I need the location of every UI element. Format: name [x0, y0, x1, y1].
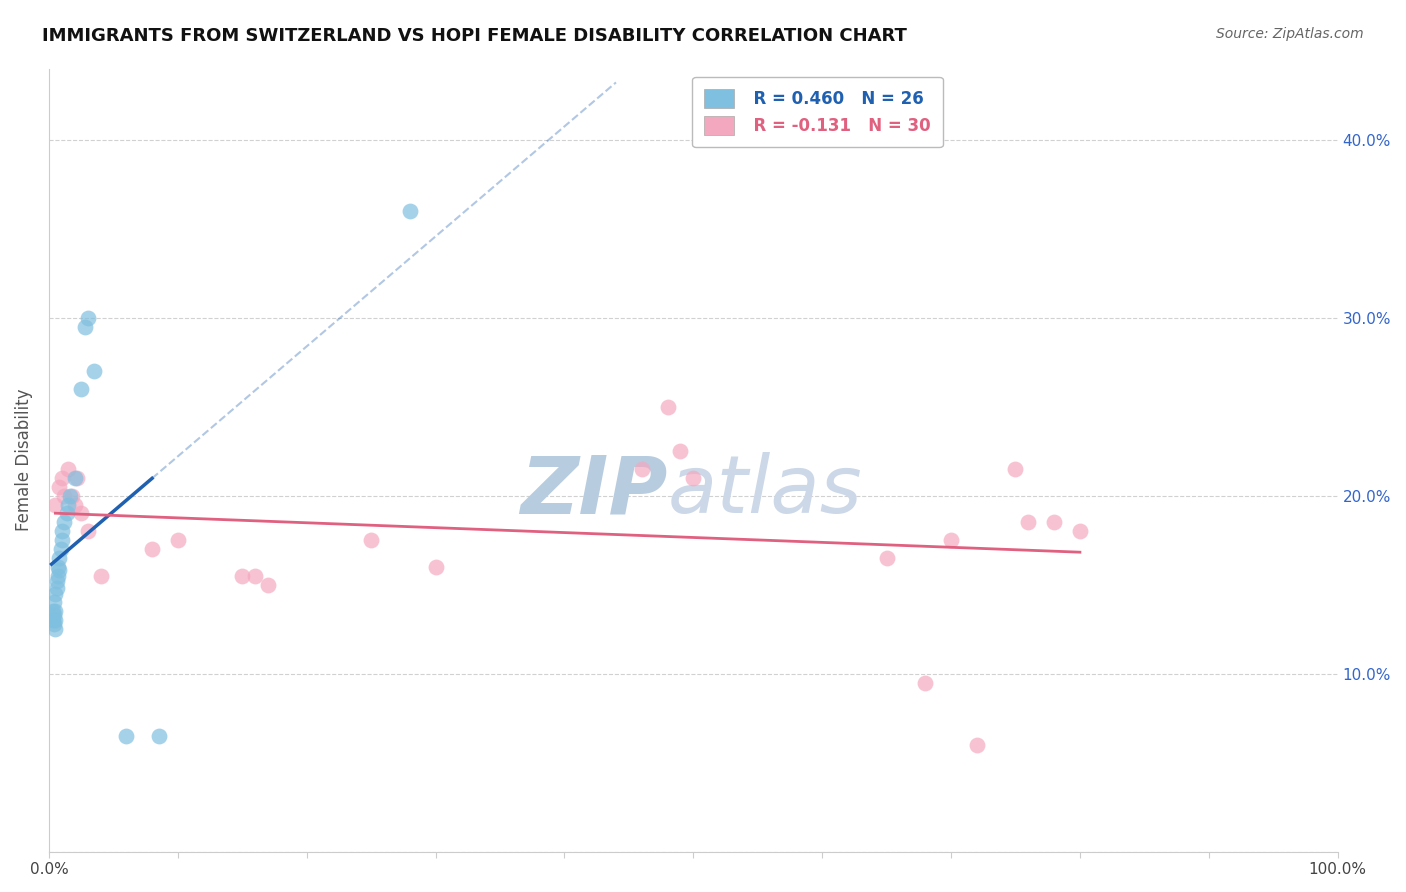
Point [89, 568, 111, 582]
Text: atlas: atlas [668, 452, 862, 531]
Point [48, 480, 70, 494]
Point [66, 471, 89, 485]
Point [914, 675, 936, 690]
Point [398, 203, 420, 218]
Point [53, 489, 76, 503]
Point [58, 462, 80, 476]
Point [51, 533, 73, 548]
Point [682, 471, 704, 485]
Point [49, 542, 72, 557]
Text: ZIP: ZIP [520, 452, 668, 531]
Point [56, 507, 79, 521]
Point [48, 550, 70, 565]
Point [876, 550, 898, 565]
Point [44, 604, 66, 618]
Point [966, 738, 988, 752]
Point [46, 559, 69, 574]
Point [60, 489, 83, 503]
Point [657, 400, 679, 414]
Point [76, 524, 98, 539]
Point [46, 568, 69, 582]
Point [630, 462, 652, 476]
Point [1043, 516, 1066, 530]
Point [70, 507, 93, 521]
Point [1004, 462, 1026, 476]
Point [44, 622, 66, 636]
Point [231, 568, 253, 582]
Point [73, 319, 96, 334]
Point [42, 607, 65, 622]
Point [148, 729, 170, 743]
Point [44, 498, 66, 512]
Point [63, 498, 86, 512]
Point [1017, 516, 1039, 530]
Legend:   R = 0.460   N = 26,   R = -0.131   N = 30: R = 0.460 N = 26, R = -0.131 N = 30 [692, 77, 942, 147]
Y-axis label: Female Disability: Female Disability [15, 389, 32, 532]
Point [83, 364, 105, 378]
Text: IMMIGRANTS FROM SWITZERLAND VS HOPI FEMALE DISABILITY CORRELATION CHART: IMMIGRANTS FROM SWITZERLAND VS HOPI FEMA… [42, 27, 907, 45]
Point [63, 471, 86, 485]
Point [939, 533, 962, 548]
Point [141, 542, 163, 557]
Point [115, 729, 138, 743]
Point [44, 613, 66, 627]
Point [45, 581, 67, 595]
Point [70, 382, 93, 396]
Point [243, 568, 266, 582]
Point [257, 577, 280, 591]
Point [51, 524, 73, 539]
Point [166, 533, 188, 548]
Point [42, 595, 65, 609]
Point [42, 613, 65, 627]
Point [42, 604, 65, 618]
Point [51, 471, 73, 485]
Point [425, 559, 447, 574]
Point [1069, 524, 1091, 539]
Point [58, 498, 80, 512]
Point [44, 586, 66, 600]
Point [45, 574, 67, 588]
Point [53, 516, 76, 530]
Point [76, 310, 98, 325]
Point [360, 533, 382, 548]
Point [42, 616, 65, 631]
Point [48, 563, 70, 577]
Point [58, 489, 80, 503]
Point [669, 444, 692, 458]
Text: Source: ZipAtlas.com: Source: ZipAtlas.com [1216, 27, 1364, 41]
